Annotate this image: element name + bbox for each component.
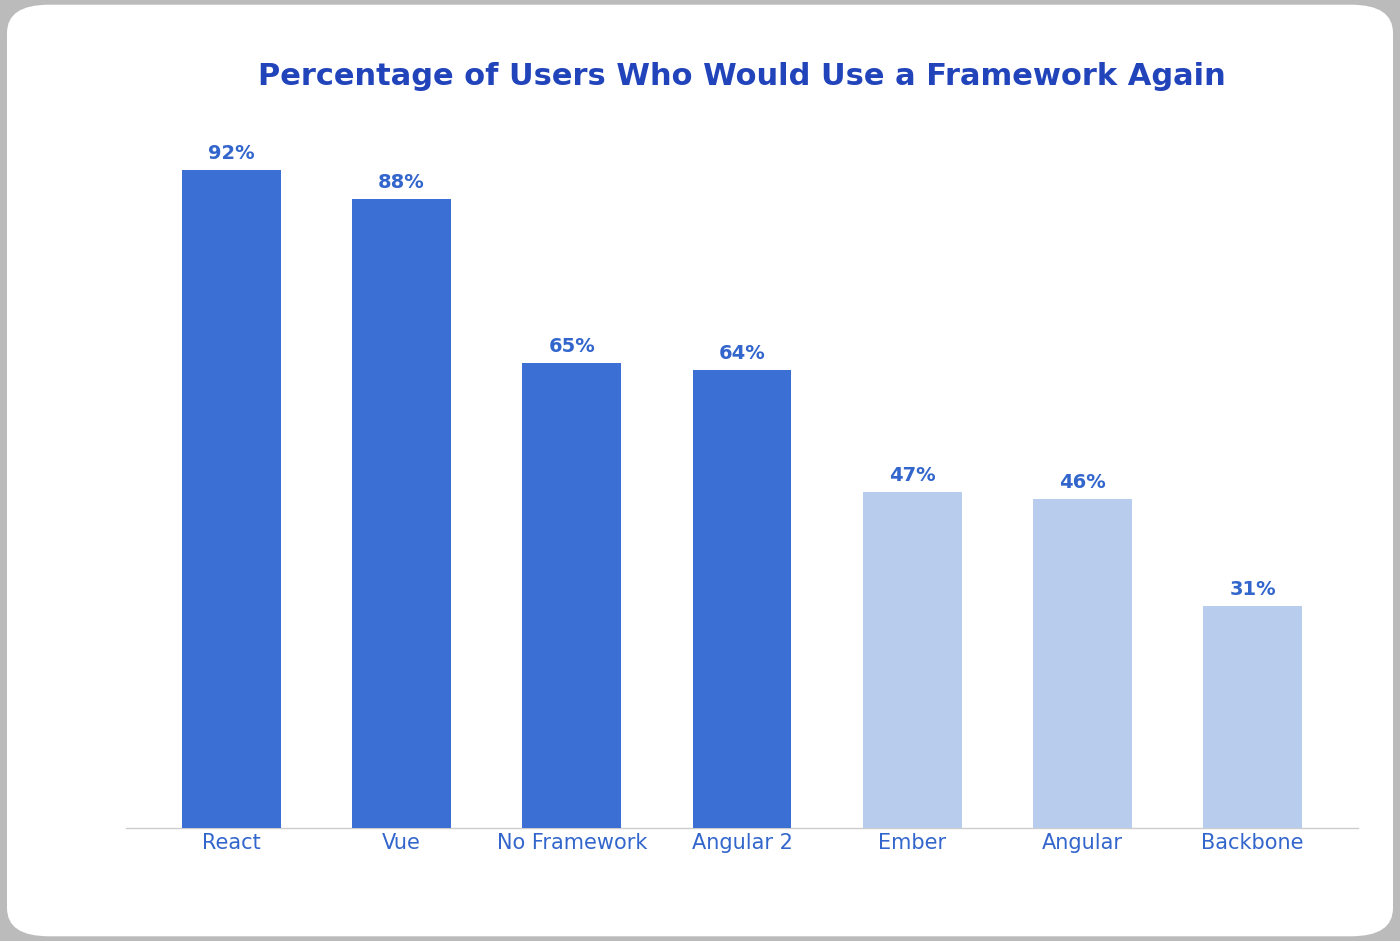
Text: 47%: 47% (889, 466, 935, 485)
Bar (1033, 499, 1131, 828)
Bar (353, 199, 451, 828)
Bar (862, 492, 962, 828)
Text: 64%: 64% (718, 344, 766, 363)
Title: Percentage of Users Who Would Use a Framework Again: Percentage of Users Who Would Use a Fram… (258, 62, 1226, 91)
Bar (182, 170, 281, 828)
Text: 31%: 31% (1229, 581, 1275, 599)
Text: 92%: 92% (209, 144, 255, 163)
Bar (1203, 606, 1302, 828)
Text: 88%: 88% (378, 172, 426, 192)
Text: 65%: 65% (549, 337, 595, 356)
Text: 46%: 46% (1058, 473, 1106, 492)
Bar (522, 363, 622, 828)
FancyBboxPatch shape (7, 5, 1393, 936)
Bar (693, 371, 791, 828)
